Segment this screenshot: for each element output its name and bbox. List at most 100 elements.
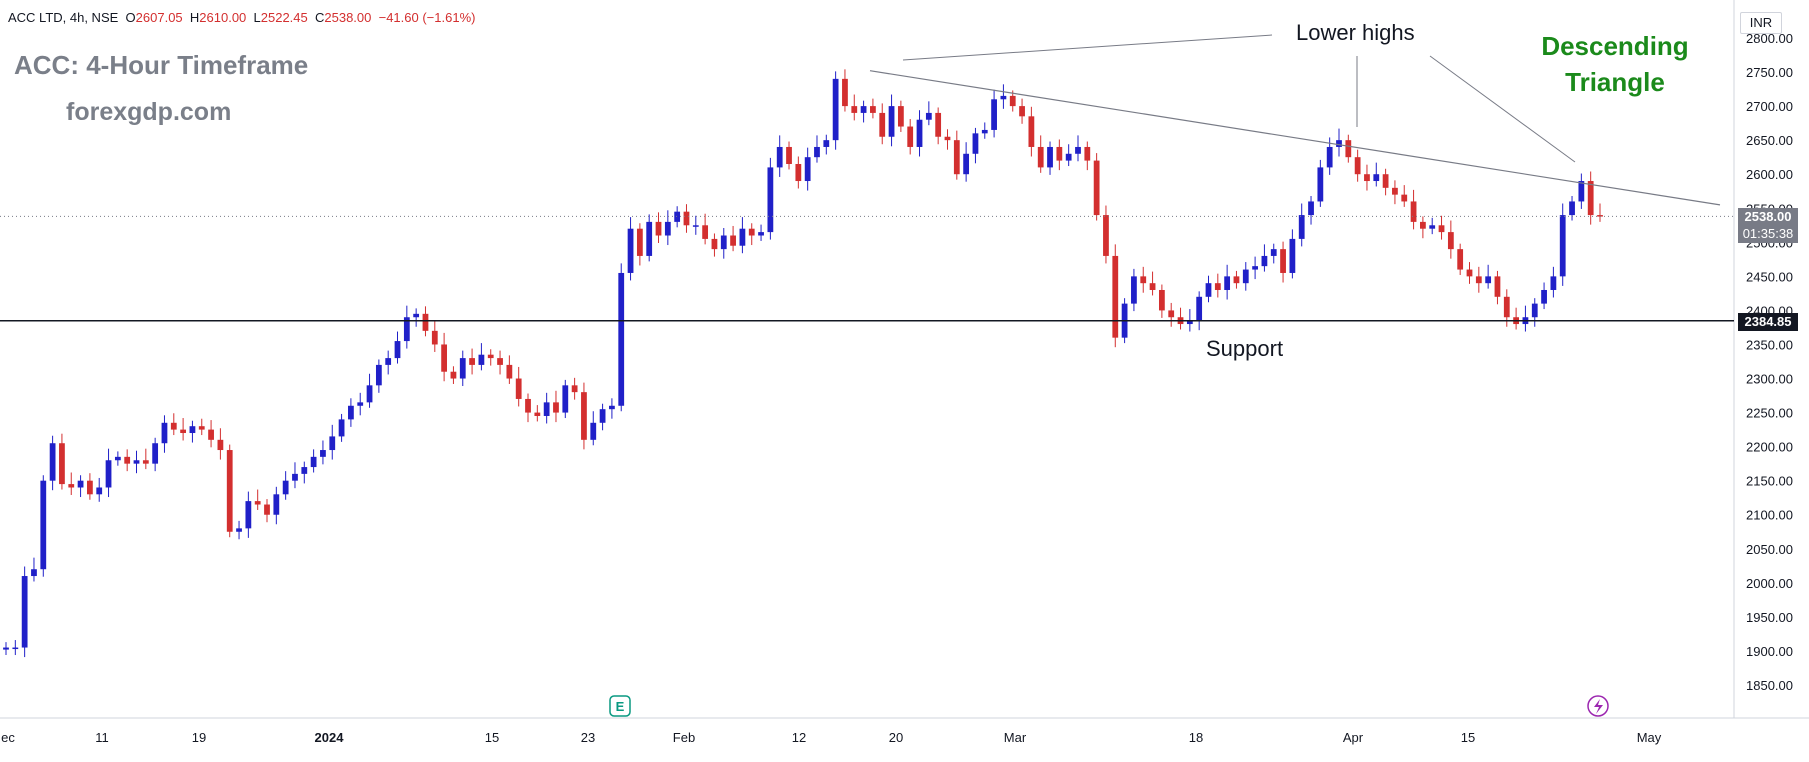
candle-body xyxy=(767,167,774,233)
candle-body xyxy=(515,378,522,399)
candle-body xyxy=(1112,255,1119,338)
candle-body xyxy=(77,480,84,488)
x-tick-label: 15 xyxy=(485,730,499,745)
earnings-marker-glyph: E xyxy=(616,699,625,714)
candle-body xyxy=(1056,146,1063,161)
x-tick-label: Mar xyxy=(1004,730,1027,745)
candle-body xyxy=(40,480,47,570)
candle-body xyxy=(87,480,93,495)
candle-body xyxy=(907,126,914,147)
candle-body xyxy=(96,487,103,495)
candle-body xyxy=(1392,187,1398,195)
close-label: C xyxy=(314,10,325,25)
currency-selector[interactable]: INR xyxy=(1740,12,1782,34)
candle-body xyxy=(786,146,792,164)
candle-body xyxy=(553,402,559,413)
x-tick-label: 20 xyxy=(889,730,903,745)
candle-body xyxy=(1438,225,1445,233)
close-value: 2538.00 xyxy=(324,10,372,25)
candle-body xyxy=(1103,215,1109,256)
candle-body xyxy=(338,419,345,437)
candle-body xyxy=(1047,146,1053,168)
open-value: 2607.05 xyxy=(135,10,183,25)
candle-body xyxy=(1531,303,1538,318)
candle-body xyxy=(506,364,513,379)
candle-body xyxy=(1009,95,1016,107)
x-tick-label: ec xyxy=(1,730,15,745)
candle-body xyxy=(1084,146,1091,161)
candle-body xyxy=(953,140,960,175)
candle-body xyxy=(21,576,28,648)
candle-body xyxy=(534,412,541,416)
candle-body xyxy=(1578,181,1585,202)
candle-body xyxy=(1028,116,1035,147)
candle-body xyxy=(1447,232,1454,250)
candle-body xyxy=(1401,194,1408,202)
candle-body xyxy=(264,504,270,515)
pattern-line-1: Descending xyxy=(1541,31,1689,61)
candle-body xyxy=(1354,157,1361,175)
candle-body xyxy=(525,398,531,413)
y-tick-label: 2800.00 xyxy=(1746,31,1793,46)
candle-body xyxy=(1373,174,1380,182)
candle-body xyxy=(599,409,606,423)
candle-body xyxy=(1261,255,1268,267)
y-tick-label: 2650.00 xyxy=(1746,133,1793,148)
candle-body xyxy=(944,136,951,141)
candle-body xyxy=(795,163,802,182)
candle-body xyxy=(31,569,37,577)
candle-body xyxy=(105,460,112,488)
candle-body xyxy=(1214,283,1221,290)
candle-body xyxy=(627,228,634,273)
x-tick-label: Apr xyxy=(1343,730,1364,745)
candle-body xyxy=(870,106,876,113)
earnings-marker-icon[interactable] xyxy=(609,695,631,717)
support-annotation: Support xyxy=(1206,336,1284,361)
candle-body xyxy=(1336,140,1342,147)
candle-body xyxy=(1065,153,1072,161)
candle-body xyxy=(1466,269,1473,277)
candle-body xyxy=(1205,283,1212,297)
candle-body xyxy=(1131,276,1137,304)
y-tick-label: 1850.00 xyxy=(1746,678,1793,693)
candle-body xyxy=(422,313,429,331)
candle-body xyxy=(1597,215,1603,217)
candle-body xyxy=(208,429,214,440)
candle-body xyxy=(1475,276,1482,284)
candle-body xyxy=(842,78,848,107)
y-tick-label: 2300.00 xyxy=(1746,372,1793,387)
candle-body xyxy=(664,221,671,236)
candle-body xyxy=(879,112,886,137)
candle-body xyxy=(124,456,131,464)
candle-body xyxy=(1140,276,1147,284)
candle-body xyxy=(217,439,224,451)
candle-body xyxy=(114,456,121,461)
x-tick-label: 15 xyxy=(1461,730,1475,745)
candle-body xyxy=(487,354,494,359)
candle-body xyxy=(916,119,923,147)
candle-body xyxy=(609,405,615,410)
candle-body xyxy=(888,106,895,137)
candle-body xyxy=(385,358,392,365)
candle-body xyxy=(683,211,690,226)
candle-body xyxy=(1270,249,1277,256)
candle-body xyxy=(180,429,187,434)
pattern-pointer xyxy=(1429,55,1576,163)
candle-body xyxy=(1419,221,1426,229)
low-label: L xyxy=(253,10,261,25)
candle-body xyxy=(1587,181,1594,216)
candle-body xyxy=(301,467,308,474)
candle-body xyxy=(469,358,475,365)
candle-body xyxy=(478,354,485,365)
candle-body xyxy=(273,494,280,515)
y-tick-label: 2350.00 xyxy=(1746,337,1793,352)
candle-body xyxy=(1317,167,1324,202)
change-value: −41.60 (−1.61%) xyxy=(378,10,476,25)
candle-body xyxy=(1075,146,1081,154)
candle-body xyxy=(320,450,326,457)
candle-body xyxy=(310,456,317,468)
candle-body xyxy=(1559,215,1566,277)
lower-highs-pointer-1 xyxy=(902,34,1273,61)
